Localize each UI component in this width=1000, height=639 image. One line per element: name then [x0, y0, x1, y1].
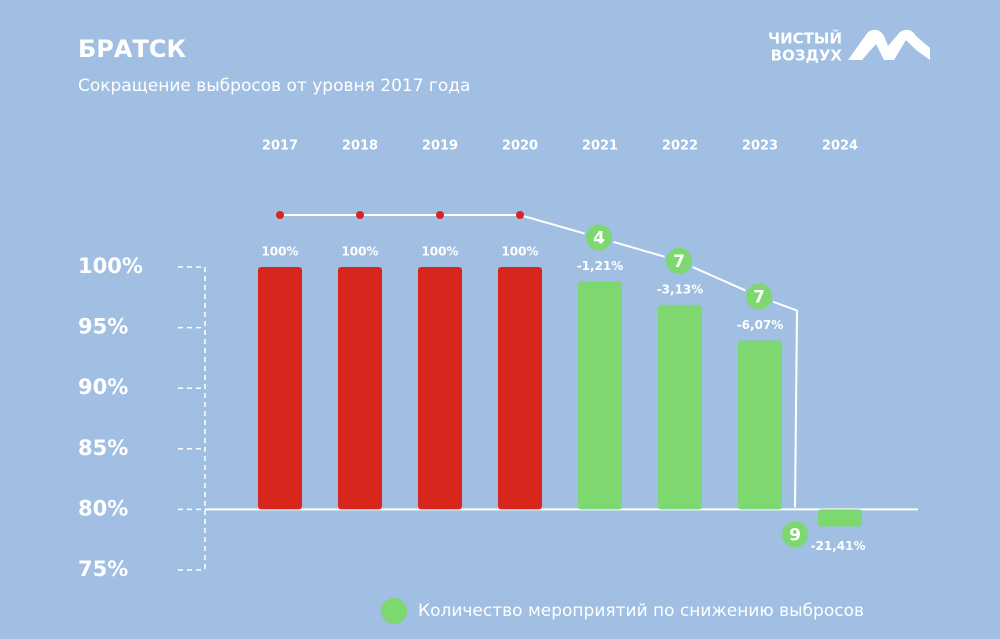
measure-label: 7 — [673, 252, 685, 272]
brand-line: ВОЗДУХ — [771, 47, 843, 65]
x-tick-label: 2017 — [262, 139, 298, 154]
legend-swatch — [381, 598, 407, 624]
chart-subtitle: Сокращение выбросов от уровня 2017 года — [78, 76, 470, 96]
brand-logo — [848, 29, 930, 60]
change-label: -21,41% — [811, 539, 866, 553]
legend-label: Количество мероприятий по снижению выбро… — [418, 601, 864, 621]
value-label: 100% — [261, 245, 298, 259]
y-tick-label: 95% — [78, 315, 128, 339]
bar — [578, 281, 622, 510]
bar — [818, 509, 862, 527]
y-tick-label: 75% — [78, 557, 128, 581]
bar — [738, 340, 782, 510]
x-tick-label: 2023 — [742, 139, 778, 154]
value-label: 100% — [341, 245, 378, 259]
measure-marker — [780, 519, 810, 550]
chart-title: БРАТСК — [78, 35, 186, 63]
bar — [258, 267, 302, 510]
marker-dot — [516, 211, 524, 219]
change-label: -6,07% — [737, 318, 784, 332]
y-tick-label: 90% — [78, 375, 128, 399]
x-tick-label: 2021 — [582, 139, 618, 154]
x-tick-label: 2018 — [342, 139, 378, 154]
change-label: -1,21% — [577, 259, 624, 273]
x-tick-label: 2022 — [662, 139, 698, 154]
measure-label: 4 — [593, 229, 605, 249]
bar — [658, 304, 702, 510]
marker-dot — [356, 211, 364, 219]
measure-label: 9 — [789, 525, 801, 545]
y-tick-label: 85% — [78, 436, 128, 460]
bar — [498, 267, 542, 510]
measure-marker — [584, 222, 614, 253]
bar — [418, 267, 462, 510]
y-tick-label: 100% — [78, 254, 143, 278]
y-tick-label: 80% — [78, 496, 128, 520]
measure-label: 7 — [753, 288, 765, 308]
x-tick-label: 2019 — [422, 139, 458, 154]
marker-dot — [276, 211, 284, 219]
measure-marker — [664, 245, 694, 276]
x-tick-label: 2020 — [502, 139, 538, 154]
bar — [338, 267, 382, 510]
value-label: 100% — [501, 245, 538, 259]
value-label: 100% — [421, 245, 458, 259]
change-label: -3,13% — [657, 282, 704, 296]
marker-dot — [436, 211, 444, 219]
brand-line: ЧИСТЫЙ — [768, 29, 842, 48]
measure-marker — [744, 281, 774, 312]
x-tick-label: 2024 — [822, 139, 858, 154]
